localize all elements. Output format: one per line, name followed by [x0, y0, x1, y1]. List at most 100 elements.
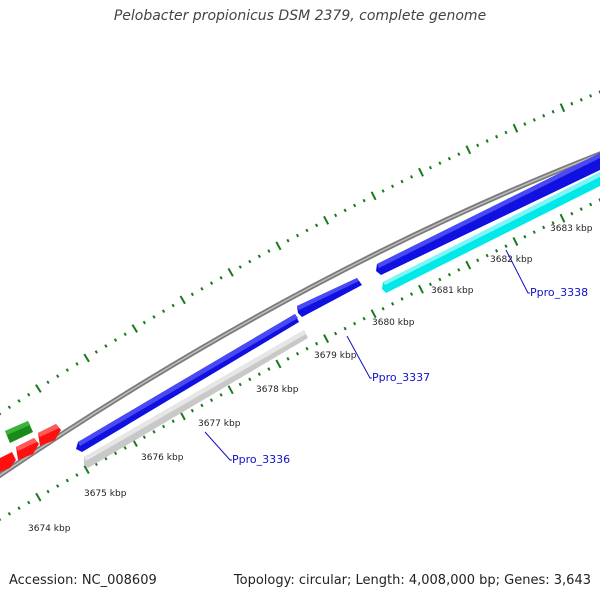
inner-ring-minor-tick — [334, 331, 338, 336]
inner-ring-minor-tick — [400, 297, 404, 301]
gene-small-red-1[interactable] — [38, 424, 61, 446]
outer-ring-minor-tick — [123, 332, 127, 337]
outer-ring-minor-tick — [200, 287, 204, 291]
inner-ring-minor-tick — [209, 398, 214, 402]
outer-ring-minor-tick — [257, 254, 261, 259]
kbp-label-3676: 3676 kbp — [141, 453, 184, 463]
outer-ring-minor-tick — [409, 175, 414, 179]
inner-ring-minor-tick — [257, 372, 261, 376]
inner-ring-minor-tick — [267, 367, 271, 371]
outer-ring-minor-tick — [334, 213, 338, 218]
outer-ring-minor-tick — [353, 203, 357, 208]
kbp-label-3678: 3678 kbp — [256, 385, 299, 395]
kbp-label-3681: 3681 kbp — [431, 286, 474, 296]
outer-ring-minor-tick — [219, 276, 223, 280]
inner-ring-minor-tick — [438, 277, 442, 282]
outer-ring-minor-tick — [495, 134, 499, 139]
inner-ring-minor-tick — [238, 382, 242, 387]
kbp-label-3674: 3674 kbp — [28, 524, 71, 534]
outer-ring-minor-tick — [142, 320, 146, 325]
outer-ring-minor-tick — [152, 315, 156, 319]
inner-ring-major-tick — [465, 260, 472, 270]
inner-ring-minor-tick — [46, 489, 50, 494]
outer-ring-minor-tick — [190, 292, 194, 297]
kbp-label-3675: 3675 kbp — [84, 489, 127, 499]
inner-ring-minor-tick — [457, 268, 461, 272]
outer-ring-minor-tick — [362, 198, 366, 203]
outer-tick-ring — [0, 90, 600, 416]
inner-ring-minor-tick — [27, 500, 31, 505]
kbp-label-3680: 3680 kbp — [372, 318, 415, 328]
gene-label-ppro-3338[interactable]: Ppro_3338 — [530, 286, 588, 299]
outer-ring-minor-tick — [104, 344, 108, 348]
inner-ring-minor-tick — [113, 451, 118, 456]
inner-ring-minor-tick — [409, 292, 414, 296]
inner-ring-minor-tick — [381, 306, 385, 311]
inner-ring-minor-tick — [428, 282, 433, 287]
outer-ring-minor-tick — [551, 109, 555, 114]
inner-ring-minor-tick — [104, 456, 108, 461]
outer-ring-minor-tick — [570, 101, 574, 106]
outer-ring-major-tick — [559, 103, 566, 113]
outer-ring-minor-tick — [56, 374, 60, 378]
inner-ring-minor-tick — [447, 272, 451, 277]
outer-ring-minor-tick — [428, 165, 433, 170]
outer-ring-minor-tick — [248, 259, 252, 264]
inner-ring-minor-tick — [65, 478, 69, 483]
inner-ring-minor-tick — [476, 258, 480, 263]
outer-ring-minor-tick — [65, 368, 69, 372]
gene-ppro-3337[interactable] — [297, 278, 362, 317]
outer-ring-minor-tick — [27, 392, 31, 397]
outer-ring-minor-tick — [295, 233, 300, 238]
gene-small-red-3[interactable] — [0, 452, 16, 472]
outer-ring-major-tick — [35, 384, 42, 393]
outer-ring-minor-tick — [447, 156, 451, 161]
outer-ring-minor-tick — [113, 338, 118, 342]
kbp-scale-labels: 3674 kbp 3675 kbp 3676 kbp 3677 kbp 3678… — [28, 224, 593, 534]
inner-ring-minor-tick — [391, 302, 395, 306]
outer-ring-major-tick — [418, 167, 424, 177]
gene-label-ppro-3337[interactable]: Ppro_3337 — [372, 371, 430, 384]
outer-ring-minor-tick — [476, 143, 480, 148]
inner-ring-major-tick — [275, 359, 282, 369]
outer-ring-minor-tick — [381, 189, 385, 193]
gene-forward-long[interactable] — [376, 153, 600, 275]
inner-ring-minor-tick — [523, 235, 527, 239]
outer-ring-minor-tick — [46, 380, 50, 385]
outer-ring-minor-tick — [17, 399, 21, 403]
inner-ring-major-tick — [323, 334, 330, 344]
gene-ppro-3338[interactable] — [382, 172, 600, 293]
inner-ring-minor-tick — [343, 326, 347, 331]
outer-ring-major-tick — [83, 353, 90, 363]
gene-small-green[interactable] — [5, 421, 33, 443]
outer-ring-major-tick — [465, 145, 472, 155]
outer-ring-minor-tick — [94, 350, 98, 354]
inner-ring-major-tick — [227, 385, 234, 395]
inner-ring-major-tick — [35, 492, 42, 502]
outer-ring-minor-tick — [171, 303, 175, 308]
accession-text: Accession: NC_008609 — [9, 573, 157, 588]
inner-ring-minor-tick — [362, 316, 366, 321]
outer-ring-major-tick — [275, 241, 282, 251]
inner-ring-major-tick — [559, 213, 566, 223]
outer-ring-major-tick — [323, 215, 330, 225]
inner-ring-major-tick — [179, 411, 186, 421]
gene-ppro-3336[interactable] — [84, 330, 308, 468]
inner-ring-minor-tick — [142, 435, 146, 439]
kbp-label-3683: 3683 kbp — [550, 224, 593, 234]
inner-ring-minor-tick — [219, 393, 223, 397]
inner-ring-major-tick — [83, 465, 90, 474]
outer-ring-minor-tick — [579, 98, 583, 102]
outer-ring-minor-tick — [542, 114, 546, 118]
inner-ring-minor-tick — [579, 207, 583, 211]
gene-ppro-3336-forward[interactable] — [76, 314, 299, 452]
inner-ring-minor-tick — [551, 221, 555, 225]
gene-small-red-2[interactable] — [16, 438, 39, 460]
outer-ring-minor-tick — [267, 249, 271, 253]
inner-ring-minor-tick — [171, 419, 175, 423]
outer-ring-minor-tick — [315, 223, 319, 228]
inner-ring-minor-tick — [190, 408, 194, 413]
inner-ring-minor-tick — [162, 424, 166, 429]
gene-label-ppro-3336[interactable]: Ppro_3336 — [232, 453, 290, 466]
